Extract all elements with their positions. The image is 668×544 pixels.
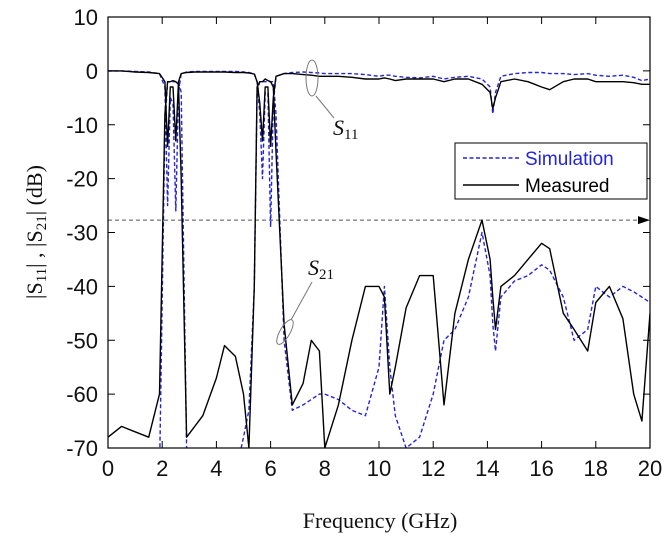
annotation-text: S [333,115,344,140]
y-tick-label: -30 [66,221,98,246]
x-tick-label: 18 [584,456,608,481]
x-tick-label: 6 [264,456,276,481]
annotation-ellipse [305,59,319,97]
y-tick-label: -70 [66,436,98,461]
x-tick-label: 0 [102,456,114,481]
x-tick-label: 10 [367,456,391,481]
line-s21 [108,78,650,448]
annotation-leader [290,281,313,321]
x-tick-label: 8 [319,456,331,481]
annotation: S21 [308,255,334,283]
y-axis-label-part: |S [22,282,47,299]
x-tick-label: 16 [529,456,553,481]
y-axis-label: |S11| , |S21| (dB) [22,165,50,299]
plot-area [108,70,650,448]
y-axis-label-part: 21 [34,215,50,230]
legend-label: Measured [525,176,610,197]
annotation-sub: 11 [344,127,358,143]
reference-arrow [638,216,650,225]
x-tick-label: 14 [475,456,499,481]
x-tick-label: 4 [210,456,222,481]
y-tick-label: 10 [74,5,98,30]
y-tick-label: 0 [86,59,98,84]
annotation-leader [315,95,335,119]
x-axis-label: Frequency (GHz) [303,508,458,533]
legend-label: Simulation [525,149,614,170]
x-tick-label: 20 [638,456,662,481]
line-s11 [108,70,650,147]
y-axis-label-part: | , |S [22,230,47,268]
line-s21 [159,81,650,448]
y-axis-label-part: 11 [34,268,50,282]
y-tick-label: -50 [66,328,98,353]
plot-frame [107,16,651,449]
x-tick-label: 2 [156,456,168,481]
x-tick-label: 12 [421,456,445,481]
y-tick-label: -10 [66,113,98,138]
y-tick-label: -40 [66,274,98,299]
annotation-text: S [308,255,319,280]
y-tick-label: -60 [66,382,98,407]
y-axis-label-part: | (dB) [22,165,47,215]
y-tick-label: -20 [66,167,98,192]
annotation: S11 [333,115,358,143]
annotation-sub: 21 [319,267,334,283]
annotation-ellipse [276,319,294,345]
legend-box [454,142,648,200]
